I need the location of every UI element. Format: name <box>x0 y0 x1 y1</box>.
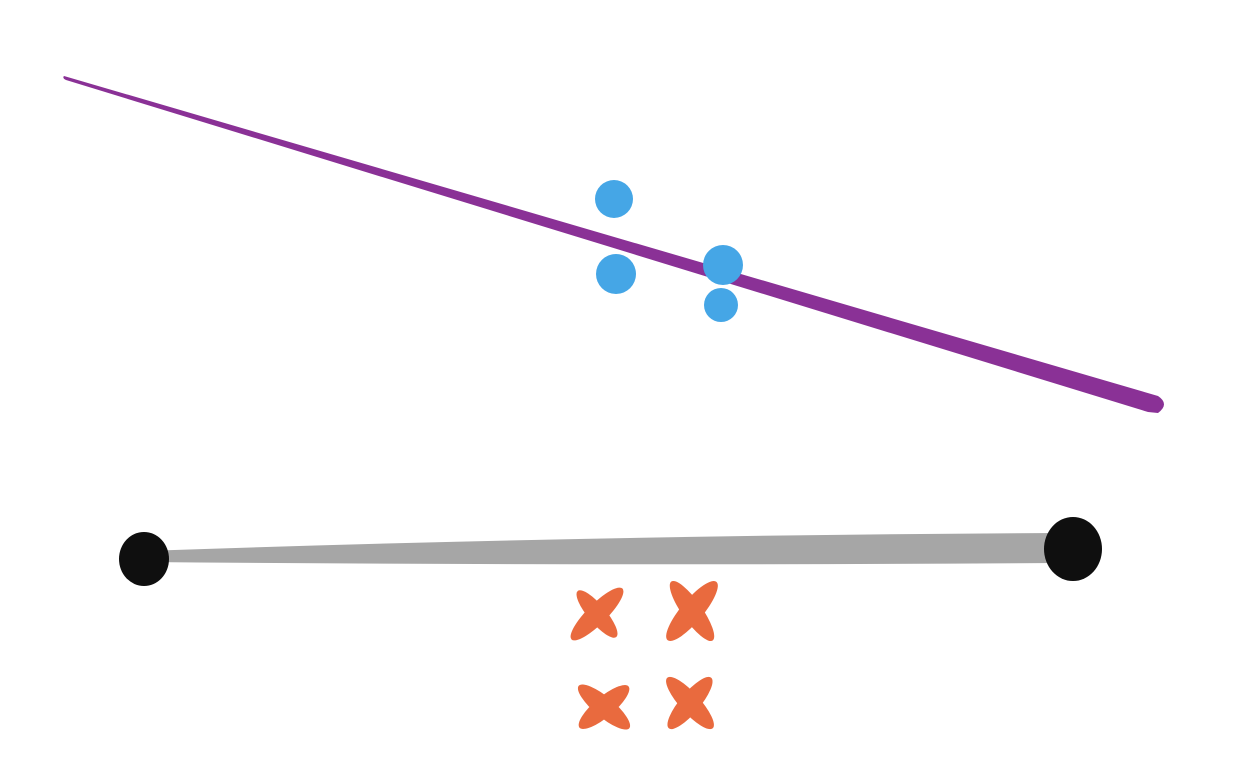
orange-cross-top-left <box>570 587 624 641</box>
blue-dot-bottom-right <box>704 288 738 322</box>
orange-cross-bottom-left <box>577 684 631 730</box>
black-endpoint-left <box>119 532 169 586</box>
gray-segment-bar <box>144 533 1072 565</box>
orange-cross-bottom-right <box>666 676 714 730</box>
orange-cross-top-right <box>666 580 718 642</box>
black-endpoint-right <box>1044 517 1102 581</box>
blue-dot-bottom-left <box>596 254 636 294</box>
purple-diagonal-line <box>63 76 1164 413</box>
blue-dot-top-right <box>703 245 743 285</box>
blue-dot-top-left <box>595 180 633 218</box>
